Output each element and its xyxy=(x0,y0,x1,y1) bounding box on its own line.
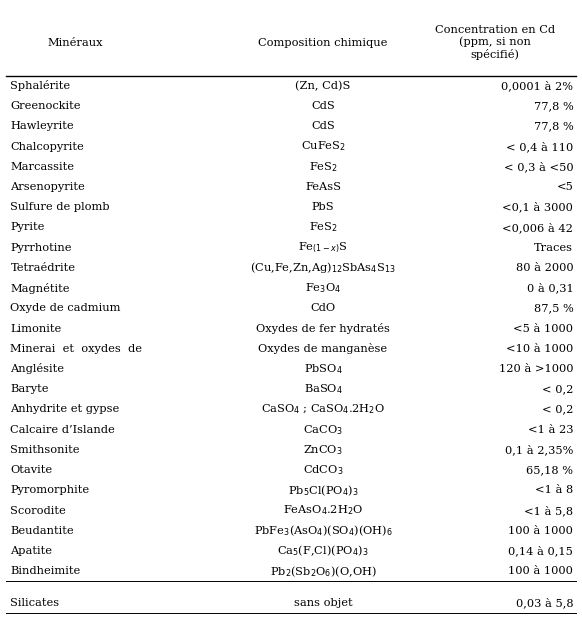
Text: 0 à 0,31: 0 à 0,31 xyxy=(527,282,573,293)
Text: Pyromorphite: Pyromorphite xyxy=(10,485,90,496)
Text: CaCO$_3$: CaCO$_3$ xyxy=(303,423,343,437)
Text: Arsenopyrite: Arsenopyrite xyxy=(10,182,85,192)
Text: Fe$_{(1-x)}$S: Fe$_{(1-x)}$S xyxy=(298,241,348,255)
Text: 77,8 %: 77,8 % xyxy=(534,101,573,111)
Text: Magnétite: Magnétite xyxy=(10,282,70,293)
Text: Sphalérite: Sphalérite xyxy=(10,80,70,91)
Text: CuFeS$_2$: CuFeS$_2$ xyxy=(300,140,346,153)
Text: sans objet: sans objet xyxy=(294,598,352,608)
Text: Anhydrite et gypse: Anhydrite et gypse xyxy=(10,404,120,415)
Text: CdO: CdO xyxy=(310,303,336,313)
Text: Greenockite: Greenockite xyxy=(10,101,81,111)
Text: <1 à 23: <1 à 23 xyxy=(528,424,573,435)
Text: Composition chimique: Composition chimique xyxy=(258,38,388,48)
Text: (Zn, Cd)S: (Zn, Cd)S xyxy=(295,81,351,91)
Text: FeAsO$_4$.2H$_2$O: FeAsO$_4$.2H$_2$O xyxy=(283,504,363,517)
Text: < 0,2: < 0,2 xyxy=(542,384,573,394)
Text: Beudantite: Beudantite xyxy=(10,526,74,536)
Text: 80 à 2000: 80 à 2000 xyxy=(516,263,573,273)
Text: Fe$_3$O$_4$: Fe$_3$O$_4$ xyxy=(305,281,341,295)
Text: 65,18 %: 65,18 % xyxy=(526,465,573,475)
Text: Silicates: Silicates xyxy=(10,598,59,608)
Text: Hawleyrite: Hawleyrite xyxy=(10,121,74,132)
Text: 0,03 à 5,8: 0,03 à 5,8 xyxy=(516,598,573,609)
Text: Scorodite: Scorodite xyxy=(10,505,66,516)
Text: 0,14 à 0,15: 0,14 à 0,15 xyxy=(509,546,573,557)
Text: 0,1 à 2,35%: 0,1 à 2,35% xyxy=(505,444,573,455)
Text: <0,006 à 42: <0,006 à 42 xyxy=(502,222,573,233)
Text: Pb$_2$(Sb$_2$O$_6$)(O,OH): Pb$_2$(Sb$_2$O$_6$)(O,OH) xyxy=(269,564,377,578)
Text: Limonite: Limonite xyxy=(10,324,62,334)
Text: Anglésite: Anglésite xyxy=(10,363,65,374)
Text: < 0,4 à 110: < 0,4 à 110 xyxy=(506,141,573,152)
Text: Baryte: Baryte xyxy=(10,384,49,394)
Text: FeS$_2$: FeS$_2$ xyxy=(308,160,338,173)
Text: Calcaire d’Islande: Calcaire d’Islande xyxy=(10,424,115,435)
Text: PbS: PbS xyxy=(312,202,334,213)
Text: CdS: CdS xyxy=(311,101,335,111)
Text: <1 à 8: <1 à 8 xyxy=(535,485,573,496)
Text: Pyrite: Pyrite xyxy=(10,222,45,232)
Text: Pb$_5$Cl(PO$_4$)$_3$: Pb$_5$Cl(PO$_4$)$_3$ xyxy=(288,483,359,498)
Text: Otavite: Otavite xyxy=(10,465,52,475)
Text: 77,8 %: 77,8 % xyxy=(534,121,573,132)
Text: Minerai  et  oxydes  de: Minerai et oxydes de xyxy=(10,343,143,354)
Text: Oxyde de cadmium: Oxyde de cadmium xyxy=(10,303,121,313)
Text: Ca$_5$(F,Cl)(PO$_4$)$_3$: Ca$_5$(F,Cl)(PO$_4$)$_3$ xyxy=(277,544,369,559)
Text: Oxydes de manganèse: Oxydes de manganèse xyxy=(258,343,388,354)
Text: BaSO$_4$: BaSO$_4$ xyxy=(304,383,342,396)
Text: <0,1 à 3000: <0,1 à 3000 xyxy=(502,202,573,213)
Text: FeAsS: FeAsS xyxy=(305,182,341,192)
Text: Smithsonite: Smithsonite xyxy=(10,445,80,455)
Text: Concentration en Cd
(ppm, si non
spécifié): Concentration en Cd (ppm, si non spécifi… xyxy=(435,25,555,60)
Text: Minéraux: Minéraux xyxy=(48,38,104,48)
Text: 100 à 1000: 100 à 1000 xyxy=(509,526,573,536)
Text: Chalcopyrite: Chalcopyrite xyxy=(10,141,84,152)
Text: FeS$_2$: FeS$_2$ xyxy=(308,221,338,234)
Text: Pyrrhotine: Pyrrhotine xyxy=(10,243,72,253)
Text: 120 à >1000: 120 à >1000 xyxy=(499,364,573,374)
Text: 100 à 1000: 100 à 1000 xyxy=(509,566,573,577)
Text: <5 à 1000: <5 à 1000 xyxy=(513,324,573,334)
Text: Traces: Traces xyxy=(534,243,573,253)
Text: Sulfure de plomb: Sulfure de plomb xyxy=(10,202,110,213)
Text: Bindheimite: Bindheimite xyxy=(10,566,81,577)
Text: ZnCO$_3$: ZnCO$_3$ xyxy=(303,443,343,456)
Text: Marcassite: Marcassite xyxy=(10,162,74,172)
Text: CdCO$_3$: CdCO$_3$ xyxy=(303,464,343,477)
Text: 0,0001 à 2%: 0,0001 à 2% xyxy=(501,80,573,91)
Text: Apatite: Apatite xyxy=(10,546,52,556)
Text: <5: <5 xyxy=(556,182,573,192)
Text: Oxydes de fer hydratés: Oxydes de fer hydratés xyxy=(256,323,390,334)
Text: (Cu,Fe,Zn,Ag)$_{12}$SbAs$_4$S$_{13}$: (Cu,Fe,Zn,Ag)$_{12}$SbAs$_4$S$_{13}$ xyxy=(250,261,396,275)
Text: CaSO$_4$ ; CaSO$_4$.2H$_2$O: CaSO$_4$ ; CaSO$_4$.2H$_2$O xyxy=(261,403,385,416)
Text: Tetraédrite: Tetraédrite xyxy=(10,263,76,273)
Text: < 0,2: < 0,2 xyxy=(542,404,573,415)
Text: <10 à 1000: <10 à 1000 xyxy=(506,343,573,354)
Text: PbFe$_3$(AsO$_4$)(SO$_4$)(OH)$_6$: PbFe$_3$(AsO$_4$)(SO$_4$)(OH)$_6$ xyxy=(254,523,392,538)
Text: CdS: CdS xyxy=(311,121,335,132)
Text: 87,5 %: 87,5 % xyxy=(534,303,573,313)
Text: <1 à 5,8: <1 à 5,8 xyxy=(524,505,573,516)
Text: PbSO$_4$: PbSO$_4$ xyxy=(304,362,342,376)
Text: < 0,3 à <50: < 0,3 à <50 xyxy=(503,161,573,172)
